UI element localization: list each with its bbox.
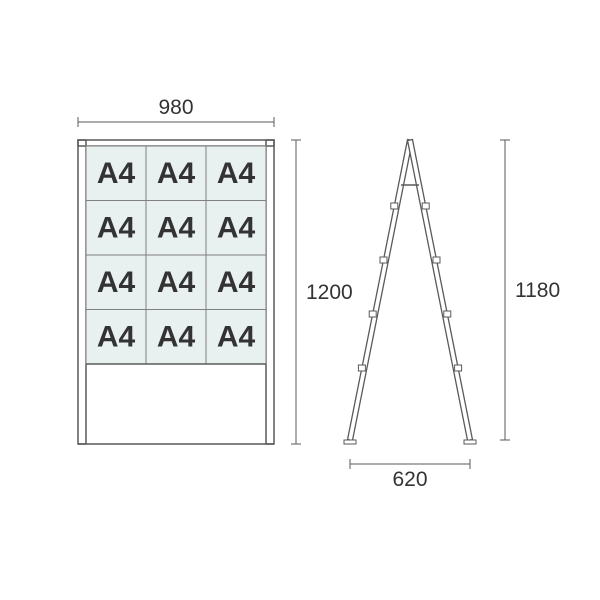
side-foot: [344, 440, 356, 444]
front-left-post: [78, 140, 86, 444]
cell-label: A4: [97, 212, 136, 245]
front-right-post: [266, 140, 274, 444]
cell-label: A4: [97, 321, 136, 354]
front-height-label: 1200: [306, 281, 353, 304]
clip: [444, 311, 451, 317]
cell-label: A4: [217, 212, 256, 245]
side-width-label: 620: [392, 468, 427, 491]
cell-label: A4: [217, 266, 256, 299]
cell-label: A4: [157, 157, 196, 190]
clip: [380, 257, 387, 263]
clip: [455, 365, 462, 371]
cell-label: A4: [157, 321, 196, 354]
cell-label: A4: [157, 212, 196, 245]
cell-label: A4: [97, 157, 136, 190]
side-height-label: 1180: [515, 279, 560, 302]
cell-label: A4: [217, 157, 256, 190]
front-width-label: 980: [158, 96, 193, 119]
cell-label: A4: [217, 321, 256, 354]
clip: [358, 365, 365, 371]
front-top-cap: [78, 140, 274, 146]
cell-label: A4: [157, 266, 196, 299]
cell-label: A4: [97, 266, 136, 299]
clip: [422, 203, 429, 209]
clip: [391, 203, 398, 209]
side-foot: [464, 440, 476, 444]
clip: [433, 257, 440, 263]
clip: [369, 311, 376, 317]
